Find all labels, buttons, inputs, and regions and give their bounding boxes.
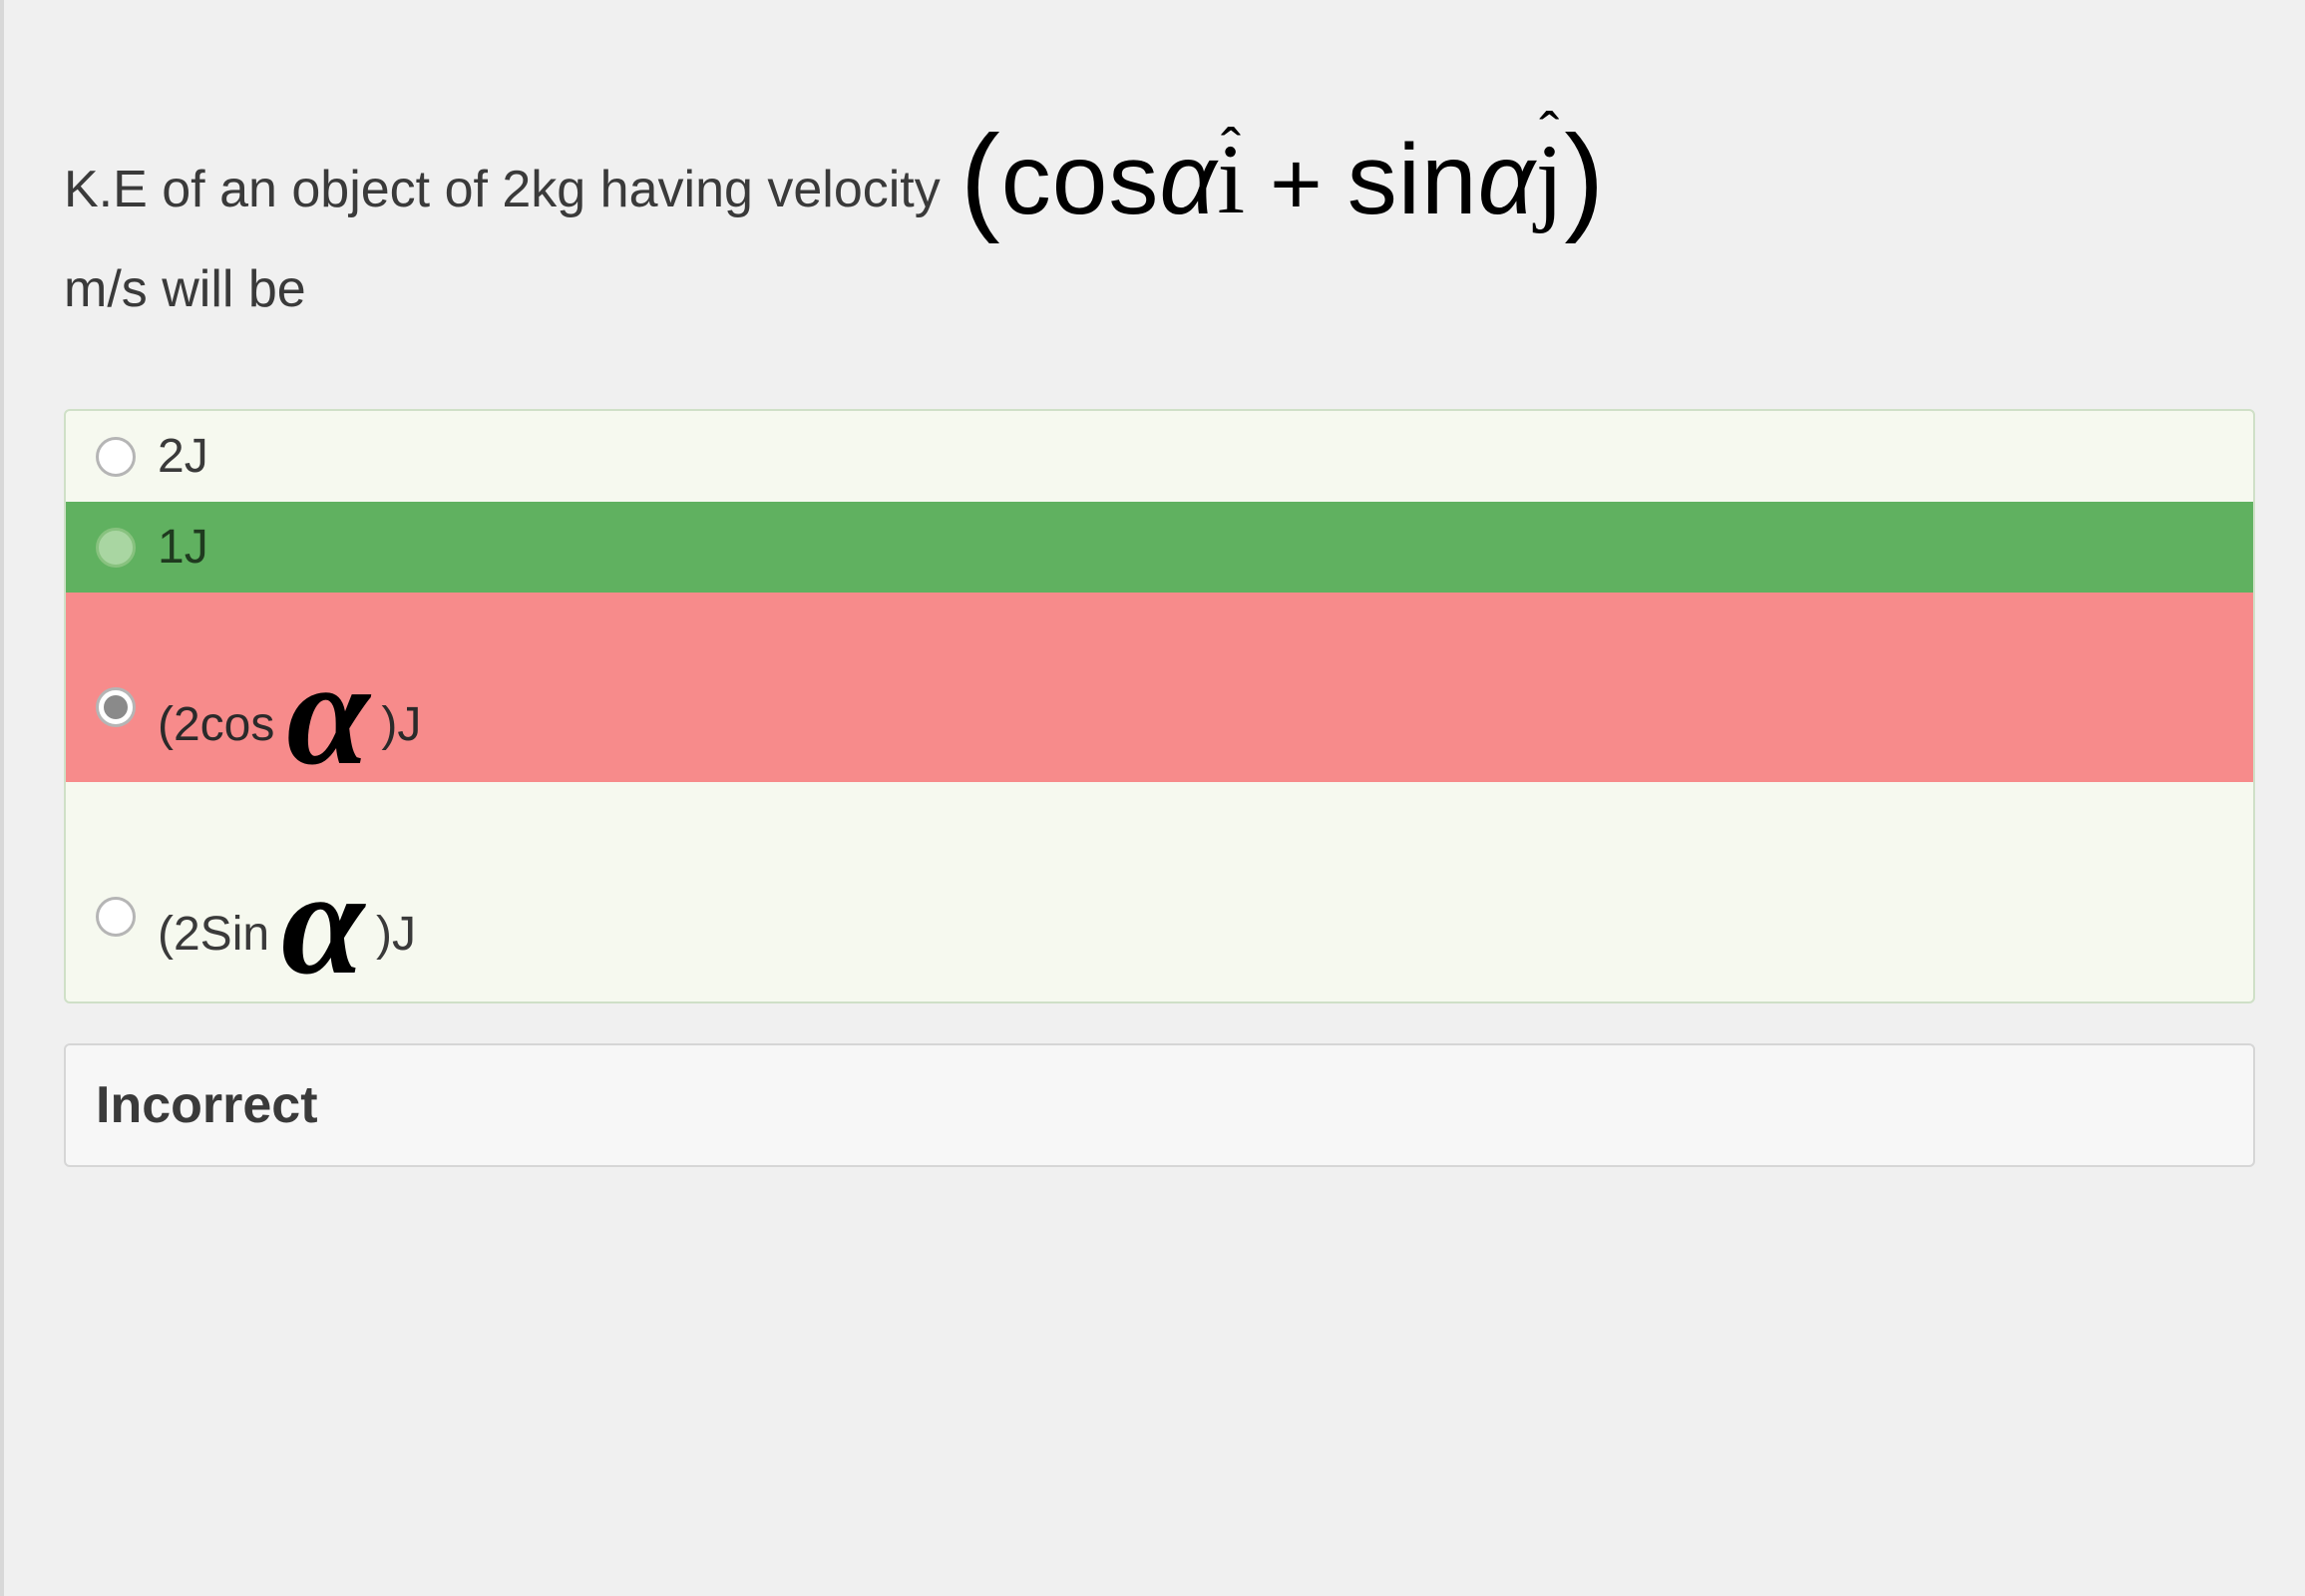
- option-b[interactable]: 1J: [66, 502, 2253, 593]
- option-c-suffix: )J: [381, 697, 421, 752]
- unit-vector-i: ˆ i: [1217, 100, 1246, 229]
- question-prefix: K.E of an object of 2kg having velocity: [64, 160, 941, 219]
- radio-icon[interactable]: [96, 528, 136, 568]
- unit-vector-j: ˆ j: [1536, 100, 1565, 229]
- option-c-label: (2cos α )J: [158, 662, 421, 752]
- term2-func: sin: [1347, 130, 1478, 229]
- options-panel: 2J 1J (2cos α )J (2Sin α )J: [64, 409, 2255, 1003]
- feedback-title: Incorrect: [96, 1075, 2223, 1135]
- option-d[interactable]: (2Sin α )J: [66, 782, 2253, 1001]
- option-d-prefix: (2Sin: [158, 907, 269, 962]
- option-c-prefix: (2cos: [158, 697, 274, 752]
- i-hat-icon: ˆ: [1221, 136, 1242, 166]
- radio-icon[interactable]: [96, 687, 136, 727]
- radio-icon[interactable]: [96, 897, 136, 937]
- term2-alpha: α: [1478, 130, 1536, 229]
- option-c[interactable]: (2cos α )J: [66, 593, 2253, 782]
- velocity-formula: ( cos α ˆ i + sin α ˆ j ): [960, 100, 1606, 229]
- term1-alpha: α: [1159, 130, 1217, 229]
- question-block: K.E of an object of 2kg having velocity …: [64, 100, 2255, 319]
- option-c-alpha: α: [286, 668, 369, 758]
- option-d-suffix: )J: [376, 907, 416, 962]
- open-paren: (: [960, 118, 1001, 237]
- quiz-page: K.E of an object of 2kg having velocity …: [0, 0, 2305, 1596]
- close-paren: ): [1564, 118, 1605, 237]
- option-d-alpha: α: [281, 878, 364, 968]
- question-suffix: m/s will be: [64, 259, 2255, 319]
- question-line: K.E of an object of 2kg having velocity …: [64, 100, 2255, 229]
- j-hat-icon: ˆ: [1540, 120, 1561, 150]
- option-d-label: (2Sin α )J: [158, 872, 416, 962]
- plus-sign: +: [1270, 140, 1324, 229]
- term1-func: cos: [1001, 130, 1160, 229]
- option-a[interactable]: 2J: [66, 411, 2253, 502]
- option-a-label: 2J: [158, 429, 208, 484]
- feedback-panel: Incorrect: [64, 1043, 2255, 1167]
- option-b-label: 1J: [158, 520, 208, 575]
- radio-icon[interactable]: [96, 437, 136, 477]
